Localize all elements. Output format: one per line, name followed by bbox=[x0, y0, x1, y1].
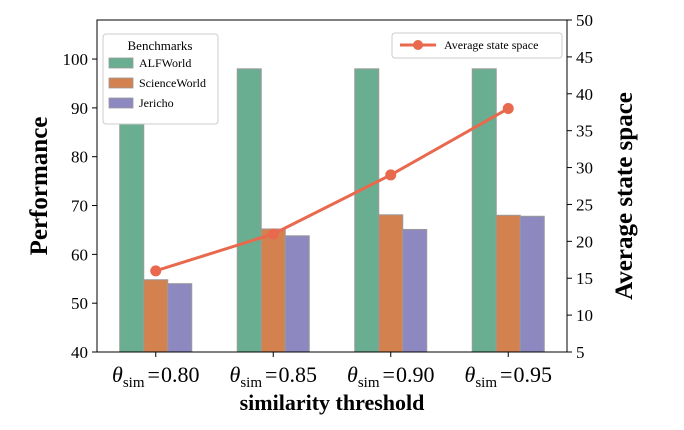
bar-jericho-1 bbox=[284, 235, 310, 353]
legend-benchmarks: Benchmarks ALFWorld ScienceWorld Jericho bbox=[102, 33, 219, 125]
right-tick-label: 50 bbox=[576, 11, 593, 30]
left-tick-label: 90 bbox=[71, 99, 88, 118]
line-point-1 bbox=[267, 228, 279, 240]
left-tick-label: 50 bbox=[71, 294, 88, 313]
bar-scienceworld-1 bbox=[260, 228, 286, 353]
bar-scienceworld-2 bbox=[378, 214, 404, 353]
left-axis: 40 50 60 70 80 90 100 bbox=[63, 50, 97, 362]
line-point-2 bbox=[385, 169, 397, 181]
left-tick-label: 100 bbox=[63, 50, 89, 69]
x-tick-label: θsim =0.95 bbox=[465, 362, 552, 391]
legend-label-alfworld: ALFWorld bbox=[139, 56, 191, 70]
line-average-state-space bbox=[155, 107, 509, 273]
right-tick-label: 45 bbox=[576, 48, 593, 67]
x-axis-title: similarity threshold bbox=[240, 390, 425, 415]
y-axis-title: Performance bbox=[26, 117, 53, 256]
legend-swatch-alfworld bbox=[108, 57, 134, 69]
right-tick-label: 20 bbox=[576, 232, 593, 251]
right-tick-label: 15 bbox=[576, 269, 593, 288]
bar-jericho-2 bbox=[402, 228, 428, 353]
y-axis-right-title: Average state space bbox=[611, 92, 638, 300]
legend-swatch-scienceworld bbox=[108, 77, 134, 89]
bar-alfworld-1 bbox=[236, 68, 262, 353]
x-tick-label: θsim =0.80 bbox=[112, 362, 199, 391]
legend-line-label: Average state space bbox=[444, 38, 538, 52]
bar-scienceworld-0 bbox=[143, 279, 169, 353]
legend-label-jericho: Jericho bbox=[139, 96, 174, 110]
legend-line: Average state space bbox=[391, 32, 563, 59]
legend-label-scienceworld: ScienceWorld bbox=[139, 76, 206, 90]
left-tick-label: 70 bbox=[71, 197, 88, 216]
legend-title: Benchmarks bbox=[128, 38, 193, 53]
bar-alfworld-2 bbox=[354, 68, 380, 353]
left-tick-label: 40 bbox=[71, 343, 88, 362]
right-tick-label: 40 bbox=[576, 85, 593, 104]
line-point-3 bbox=[502, 103, 514, 115]
legend-line-dot bbox=[413, 40, 423, 50]
bar-jericho-3 bbox=[519, 215, 545, 353]
bar-alfworld-0 bbox=[119, 112, 145, 353]
bar-alfworld-3 bbox=[471, 68, 497, 353]
bars-layer bbox=[119, 68, 545, 353]
left-tick-label: 60 bbox=[71, 245, 88, 264]
legend-line-box bbox=[391, 32, 563, 59]
line-point-0 bbox=[150, 265, 162, 277]
bar-scienceworld-3 bbox=[495, 214, 521, 353]
line-layer bbox=[150, 103, 514, 277]
right-axis: 5 10 15 20 25 30 35 40 45 50 bbox=[567, 11, 593, 362]
right-tick-label: 10 bbox=[576, 306, 593, 325]
x-axis: θsim =0.80 θsim =0.85 θsim =0.90 θsim =0.95 bbox=[112, 352, 552, 391]
x-tick-label: θsim =0.85 bbox=[230, 362, 317, 391]
plot-frame bbox=[96, 19, 568, 353]
right-tick-label: 30 bbox=[576, 159, 593, 178]
right-tick-label: 5 bbox=[576, 343, 585, 362]
x-tick-label: θsim =0.90 bbox=[347, 362, 434, 391]
bar-jericho-0 bbox=[167, 283, 193, 353]
right-tick-label: 25 bbox=[576, 195, 593, 214]
right-tick-label: 35 bbox=[576, 122, 593, 141]
legend-swatch-jericho bbox=[108, 97, 134, 109]
left-tick-label: 80 bbox=[71, 148, 88, 167]
